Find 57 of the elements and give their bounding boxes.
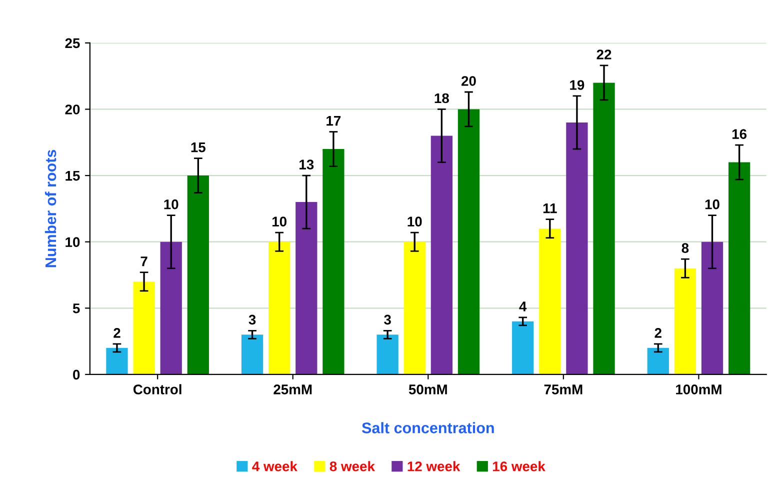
bar [593, 82, 615, 374]
bar [160, 242, 182, 374]
bar [701, 242, 724, 374]
bar [539, 228, 561, 374]
y-tick-label: 5 [72, 304, 80, 314]
bar [430, 136, 452, 374]
bar [322, 149, 344, 374]
bar [647, 348, 669, 374]
x-tick-label: Control [133, 384, 182, 394]
data-label: 10 [164, 199, 178, 210]
data-label: 7 [140, 256, 148, 266]
data-label: 11 [543, 204, 557, 214]
y-axis-title: Number of roots [44, 150, 56, 268]
y-tick-label: 20 [65, 104, 80, 114]
data-label: 4 [519, 302, 527, 312]
y-tick-label: 25 [65, 38, 80, 48]
bar [458, 109, 480, 374]
data-label: 15 [191, 142, 206, 152]
bar [296, 202, 318, 374]
x-tick-label: 50mM [408, 384, 447, 394]
bar [674, 268, 696, 374]
data-label: 10 [705, 199, 720, 210]
bar [566, 122, 588, 374]
bar [728, 162, 750, 374]
data-label: 16 [732, 129, 747, 139]
data-label: 2 [114, 328, 120, 338]
bar [241, 334, 264, 374]
x-tick-label: 75mM [544, 384, 582, 394]
data-label: 10 [272, 216, 286, 226]
bar [268, 242, 290, 374]
data-label: 3 [384, 314, 391, 325]
bar [106, 348, 128, 374]
x-tick-label: 100mM [676, 384, 722, 394]
data-label: 18 [434, 93, 449, 104]
bar [512, 321, 534, 374]
legend-label: 8 week [330, 461, 375, 472]
data-label: 2 [654, 328, 662, 338]
bar [404, 242, 426, 374]
bar [133, 282, 155, 374]
data-label: 19 [570, 80, 584, 90]
y-tick-label: 15 [66, 171, 80, 181]
data-label: 13 [300, 160, 314, 170]
x-axis-title: Salt concentration [362, 422, 494, 434]
bar [187, 176, 209, 374]
legend-label: 16 week [492, 461, 546, 472]
data-label: 3 [248, 314, 256, 325]
data-label: 20 [461, 76, 476, 86]
y-tick-label: 0 [73, 370, 80, 380]
bar [376, 334, 398, 374]
data-label: 17 [326, 116, 341, 126]
y-tick-label: 10 [66, 237, 80, 248]
legend-label: 4 week [252, 461, 298, 472]
x-tick-label: 25mM [274, 384, 312, 394]
data-label: 8 [682, 243, 689, 254]
data-label: 10 [408, 216, 422, 226]
data-label: 22 [596, 50, 612, 60]
legend-label: 12 week [408, 461, 460, 472]
